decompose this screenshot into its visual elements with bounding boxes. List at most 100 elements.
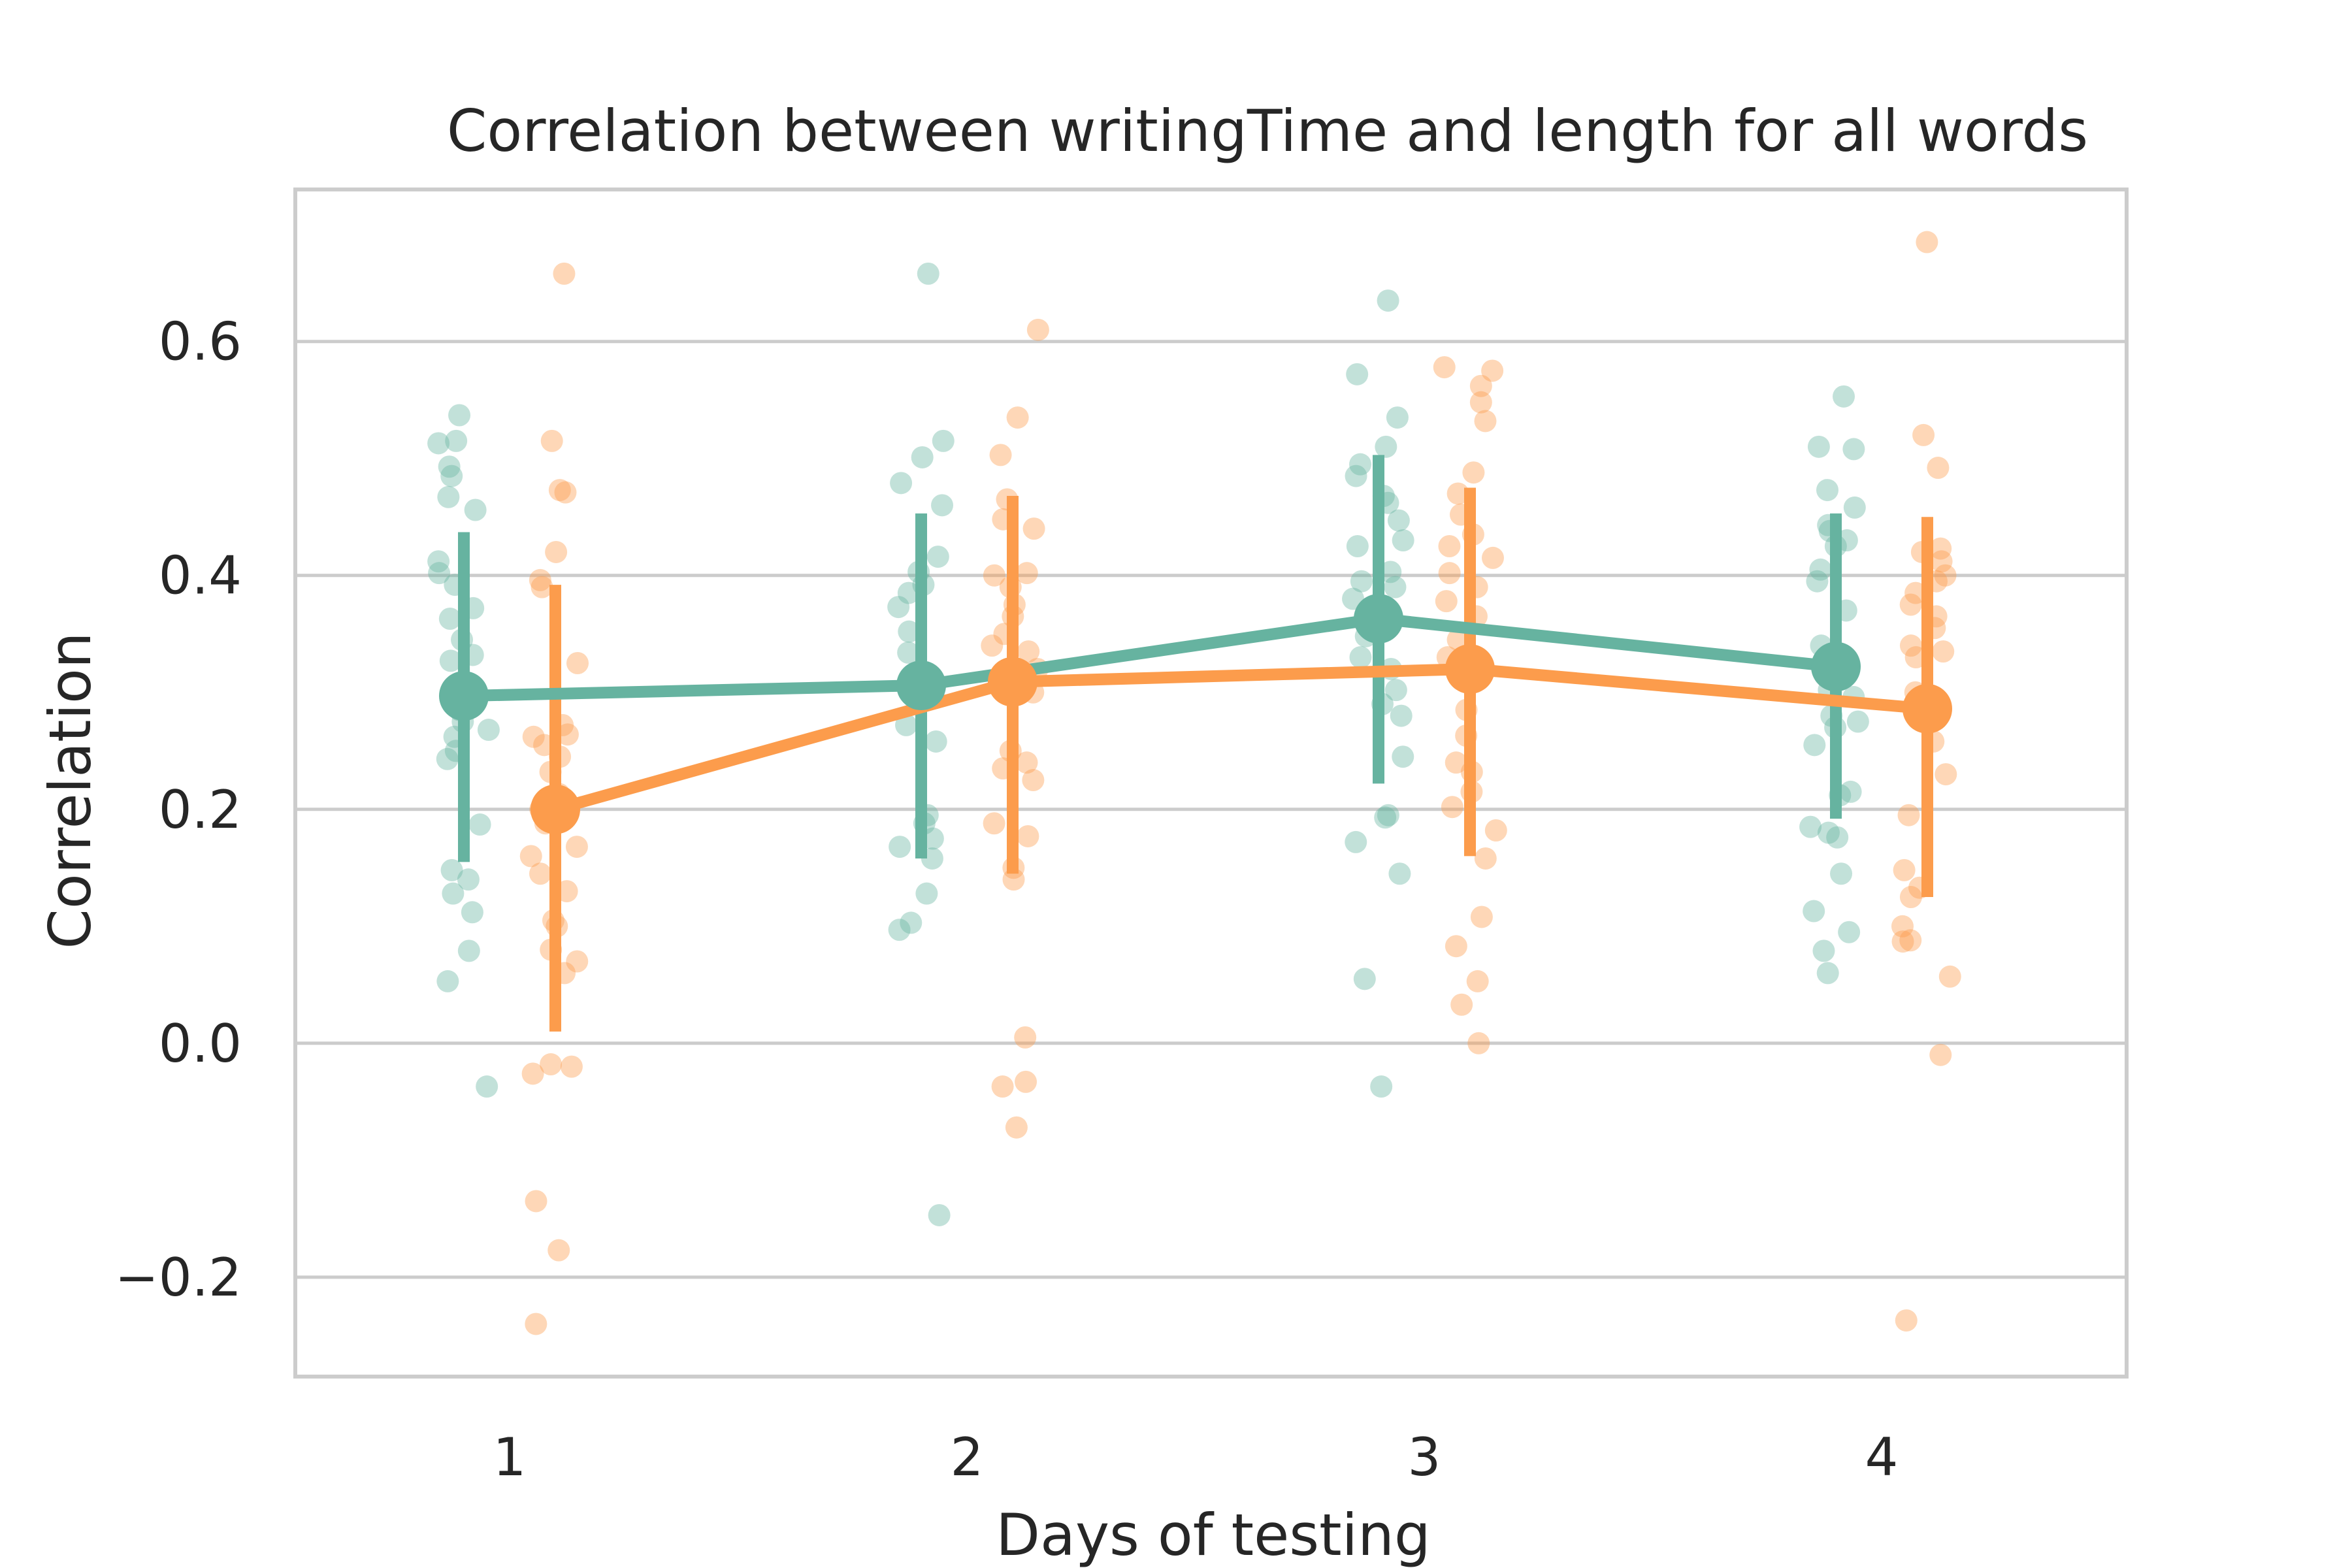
data-point xyxy=(540,1053,563,1076)
data-point xyxy=(525,1313,547,1335)
chart-title: Correlation between writingTime and leng… xyxy=(447,97,2088,165)
data-point xyxy=(1346,363,1369,385)
data-point xyxy=(931,494,954,517)
data-point xyxy=(1388,862,1411,885)
data-point xyxy=(1462,461,1485,484)
data-point xyxy=(521,1062,544,1085)
data-point xyxy=(1899,634,1922,657)
data-point xyxy=(1015,751,1038,774)
mean-marker xyxy=(896,661,946,711)
mean-marker xyxy=(1811,642,1861,692)
x-tick-label: 4 xyxy=(1865,1427,1899,1488)
data-point xyxy=(1807,435,1830,458)
data-point xyxy=(895,713,918,736)
data-point xyxy=(1895,1309,1918,1332)
data-point xyxy=(556,723,579,746)
data-point xyxy=(440,465,463,487)
data-point xyxy=(519,845,542,868)
data-point xyxy=(547,1239,570,1262)
y-axis-label: Correlation xyxy=(37,632,104,949)
data-point xyxy=(1470,906,1493,928)
data-point xyxy=(897,641,920,664)
data-point xyxy=(457,868,480,891)
mean-line xyxy=(458,612,1842,702)
data-point xyxy=(1927,457,1950,480)
data-point xyxy=(477,719,500,742)
data-point xyxy=(1002,868,1025,891)
data-point xyxy=(921,827,944,850)
data-point xyxy=(1930,550,1953,573)
data-point xyxy=(1345,465,1367,487)
data-point xyxy=(1803,900,1825,923)
y-tick-label: 0.0 xyxy=(159,1013,242,1074)
data-point xyxy=(1806,570,1829,593)
data-point xyxy=(1891,915,1914,938)
data-point xyxy=(439,649,462,672)
data-point xyxy=(1392,529,1414,552)
data-point xyxy=(1026,318,1049,341)
data-point xyxy=(898,620,921,643)
data-point xyxy=(1904,581,1927,604)
data-point xyxy=(1899,593,1922,616)
data-point xyxy=(442,882,465,905)
data-point xyxy=(917,262,939,285)
data-point xyxy=(1826,826,1849,849)
data-point xyxy=(1349,453,1372,476)
data-point xyxy=(1842,438,1865,461)
data-point xyxy=(1438,534,1461,557)
data-point xyxy=(1839,780,1862,803)
data-point xyxy=(1899,886,1922,909)
data-point xyxy=(911,446,934,468)
data-point xyxy=(1433,356,1456,379)
x-tick-labels: 1 2 3 4 xyxy=(493,1427,1899,1488)
data-point xyxy=(522,725,545,748)
data-point xyxy=(897,581,920,604)
data-point xyxy=(1816,479,1838,502)
data-point xyxy=(1017,825,1039,847)
data-point xyxy=(436,970,459,992)
data-point xyxy=(926,546,949,568)
data-point xyxy=(529,568,551,591)
data-point xyxy=(1353,968,1376,990)
data-point xyxy=(566,652,589,675)
data-point xyxy=(554,481,577,504)
data-point xyxy=(457,939,480,962)
data-point xyxy=(1484,819,1507,842)
data-point xyxy=(1450,993,1473,1016)
data-point xyxy=(1435,590,1458,613)
data-point xyxy=(924,730,947,753)
data-point xyxy=(1912,423,1935,446)
data-point xyxy=(540,429,563,452)
data-point xyxy=(1005,1116,1028,1139)
data-point xyxy=(1799,815,1822,838)
data-point xyxy=(1379,561,1402,583)
data-point xyxy=(890,472,913,495)
data-point xyxy=(1377,804,1399,826)
data-point xyxy=(889,836,911,858)
mean-markers xyxy=(439,593,1952,834)
mean-lines xyxy=(458,612,1933,815)
y-tick-labels: −0.2 0.0 0.2 0.4 0.6 xyxy=(115,312,242,1308)
x-tick-label: 1 xyxy=(493,1427,527,1488)
data-point xyxy=(1390,704,1413,727)
data-point xyxy=(440,858,463,881)
data-point xyxy=(1346,534,1369,557)
data-point xyxy=(1843,496,1866,519)
mean-line xyxy=(549,662,1933,815)
data-point xyxy=(427,550,450,573)
data-point xyxy=(1812,939,1835,962)
data-point xyxy=(427,432,450,455)
data-point xyxy=(529,862,551,885)
data-point xyxy=(1350,570,1373,593)
data-point xyxy=(1345,830,1367,853)
data-point xyxy=(888,919,911,941)
data-point xyxy=(1014,1026,1037,1049)
data-point xyxy=(932,429,955,452)
data-point xyxy=(1897,804,1920,826)
mean-marker xyxy=(988,657,1037,707)
data-point xyxy=(1830,862,1853,885)
data-point xyxy=(1022,769,1045,792)
data-point xyxy=(887,596,910,619)
data-point xyxy=(1384,576,1407,598)
